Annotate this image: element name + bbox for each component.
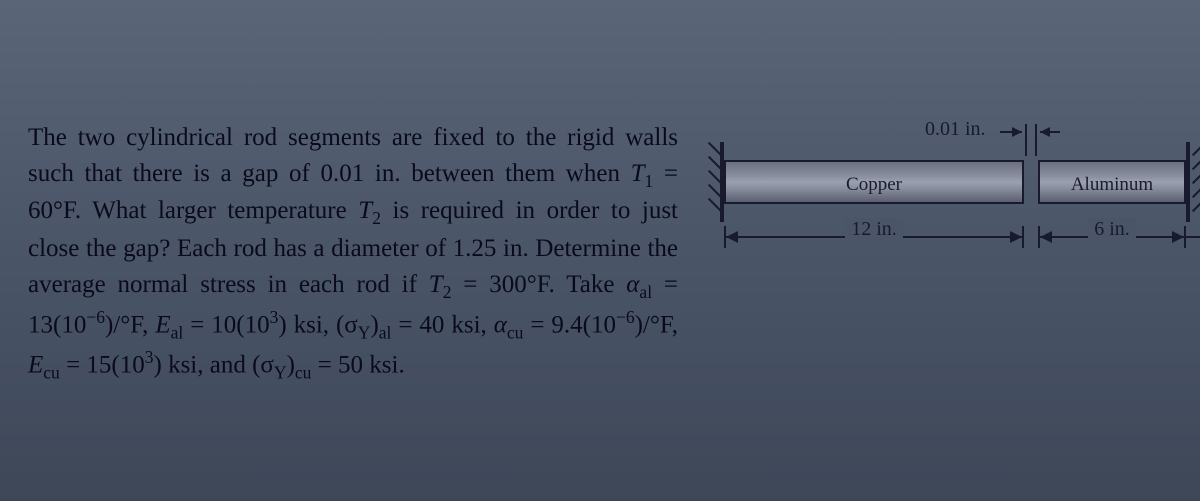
copper-dim-label: 12 in. bbox=[845, 218, 903, 240]
e-cu-sub: cu bbox=[43, 362, 60, 382]
gap-value: 0.01 in. bbox=[320, 160, 400, 187]
e-al-unit: ) ksi, bbox=[278, 311, 329, 338]
alpha-al-symbol: α bbox=[626, 271, 639, 298]
alpha-al-unit: )/°F, bbox=[105, 311, 155, 338]
text: The two cylindrical rod segments are fix… bbox=[28, 124, 678, 151]
sigy-al-sym: (σ bbox=[336, 311, 358, 338]
e-cu-symbol: E bbox=[28, 351, 43, 378]
alpha-al-sub: al bbox=[639, 282, 652, 302]
sigy-al-sub1: Y bbox=[358, 322, 371, 342]
t1-symbol: T bbox=[631, 160, 645, 187]
alpha-cu-symbol: α bbox=[494, 311, 507, 338]
problem-statement: The two cylindrical rod segments are fix… bbox=[28, 120, 678, 385]
alpha-cu-unit: )/°F, bbox=[635, 311, 678, 338]
e-cu-unit: ) ksi, and bbox=[154, 351, 246, 378]
right-wall-hatching bbox=[1190, 142, 1200, 222]
sigy-al-sub2: al bbox=[379, 322, 392, 342]
alpha-cu-exp: −6 bbox=[616, 307, 635, 327]
sigy-cu-sub1: Y bbox=[274, 362, 287, 382]
sigy-cu-sym: (σ bbox=[252, 351, 274, 378]
text: What larger temperature bbox=[81, 197, 358, 224]
aluminum-rod: Aluminum bbox=[1038, 160, 1186, 204]
t2-sub: 2 bbox=[372, 208, 381, 228]
sigy-al-val: = 40 ksi, bbox=[391, 311, 493, 338]
t2a-symbol: T bbox=[429, 271, 443, 298]
copper-rod: Copper bbox=[724, 160, 1024, 204]
alpha-cu-val: = 9.4(10 bbox=[523, 311, 616, 338]
copper-dimension: 12 in. bbox=[724, 222, 1024, 252]
text: between them when bbox=[401, 160, 620, 187]
gap-arrow-icon bbox=[1000, 124, 1060, 156]
alpha-cu-sub: cu bbox=[507, 322, 524, 342]
rod-diagram: 0.01 in. Copper Aluminum bbox=[720, 120, 1190, 300]
aluminum-label: Aluminum bbox=[1040, 174, 1184, 196]
left-wall-hatching bbox=[706, 142, 720, 222]
t2-symbol: T bbox=[358, 197, 372, 224]
aluminum-dimension: 6 in. bbox=[1038, 222, 1186, 252]
e-al-sub: al bbox=[171, 322, 184, 342]
alpha-al-exp: −6 bbox=[86, 307, 105, 327]
e-cu-val: = 15(10 bbox=[60, 351, 145, 378]
e-cu-exp: 3 bbox=[145, 347, 154, 367]
gap-dimension-label: 0.01 in. bbox=[925, 118, 986, 141]
e-al-val: = 10(10 bbox=[183, 311, 269, 338]
aluminum-dim-label: 6 in. bbox=[1088, 218, 1136, 240]
sigy-cu-val: = 50 ksi. bbox=[311, 351, 404, 378]
e-al-symbol: E bbox=[155, 311, 170, 338]
copper-label: Copper bbox=[726, 174, 1022, 196]
t1-sub: 1 bbox=[645, 171, 654, 191]
text: is required in order bbox=[381, 197, 599, 224]
text: such that there is a gap of bbox=[28, 160, 320, 187]
t2a-value: = 300°F. Take bbox=[451, 271, 626, 298]
sigy-cu-sub2: cu bbox=[295, 362, 312, 382]
